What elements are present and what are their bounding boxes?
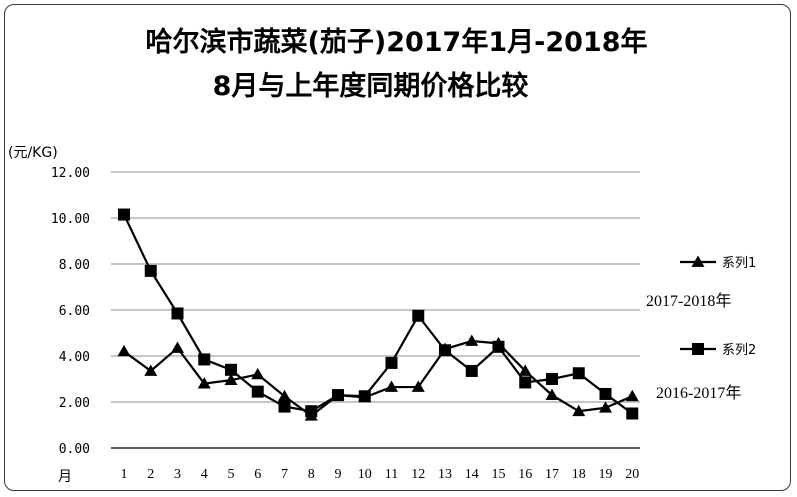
x-tick-label: 17 (545, 467, 559, 482)
x-tick-label: 5 (228, 467, 235, 482)
x-tick-label: 6 (254, 467, 261, 482)
data-point-series-1 (411, 380, 425, 392)
data-point-series-1 (117, 344, 131, 357)
data-point-series-2 (599, 387, 612, 400)
data-point-series-2 (626, 407, 639, 420)
x-tick-label: 16 (518, 467, 532, 482)
data-point-series-2 (225, 363, 237, 376)
data-point-series-2 (465, 364, 478, 377)
data-point-series-1 (465, 334, 479, 346)
data-point-series-1 (224, 373, 238, 386)
x-tick-label: 10 (358, 467, 372, 482)
y-tick-label: 0.00 (59, 442, 90, 457)
x-tick-label: 3 (174, 467, 181, 482)
data-point-series-2 (385, 356, 398, 369)
x-tick-label: 12 (411, 467, 425, 482)
data-point-series-1 (385, 380, 398, 392)
data-point-series-2 (278, 400, 291, 413)
x-tick-label: 4 (201, 467, 208, 482)
data-point-series-2 (358, 390, 371, 403)
data-point-series-2 (492, 340, 505, 353)
legend-label-2: 系列2 (722, 343, 756, 358)
legend-marker-1 (691, 255, 705, 267)
x-axis-ticks: 1 2 3 4 5 6 7 8 9 10 11 12 13 14 15 16 17 18 19 20 (121, 467, 640, 482)
x-tick-label: 8 (308, 467, 315, 482)
y-tick-label: 6.00 (59, 304, 90, 319)
gridlines (111, 171, 640, 449)
data-point-series-1 (545, 388, 559, 400)
data-point-series-1 (599, 401, 612, 413)
data-point-series-1 (572, 404, 586, 417)
data-point-series-2 (546, 373, 558, 385)
y-tick-label: 4.00 (59, 350, 90, 365)
data-point-series-2 (171, 307, 184, 320)
x-tick-label: 11 (385, 467, 398, 482)
data-point-series-2 (198, 353, 211, 366)
x-tick-label: 1 (121, 467, 128, 482)
data-point-series-1 (144, 364, 158, 376)
data-point-series-2 (118, 208, 130, 221)
data-point-series-2 (572, 367, 585, 380)
x-tick-label: 19 (599, 467, 613, 482)
data-point-series-1 (518, 364, 532, 376)
data-point-series-2 (519, 376, 532, 389)
data-point-series-1 (251, 367, 265, 380)
legend-label-1: 系列1 (722, 256, 756, 271)
x-tick-label: 18 (572, 467, 586, 482)
x-tick-label: 7 (281, 467, 288, 482)
series-line-1 (123, 339, 633, 418)
chart-frame (4, 4, 791, 491)
chart-title-line-1: 哈尔滨市蔬菜(茄子)2017年1月-2018年 (145, 27, 648, 58)
legend-marker-2 (692, 343, 704, 355)
data-point-series-2 (332, 389, 344, 402)
x-tick-label: 2 (147, 467, 154, 482)
data-point-series-1 (171, 341, 184, 353)
data-point-series-2 (305, 405, 318, 418)
data-point-series-1 (278, 389, 291, 402)
x-tick-label: 13 (438, 467, 452, 482)
series-layer (117, 208, 639, 421)
y-tick-label: 2.00 (59, 396, 90, 411)
annotation-2016-2017: 2016-2017年 (656, 384, 741, 402)
y-tick-label: 10.00 (51, 212, 90, 227)
x-axis-label: 月 (58, 469, 72, 485)
data-point-series-2 (439, 344, 451, 357)
data-point-series-2 (251, 385, 264, 398)
y-axis-label: (元/KG) (8, 145, 58, 161)
x-tick-label: 20 (625, 467, 639, 482)
x-tick-label: 15 (492, 467, 506, 482)
data-point-series-2 (144, 264, 157, 277)
data-point-series-2 (412, 309, 425, 322)
data-point-series-1 (197, 377, 211, 389)
x-tick-label: 9 (335, 467, 342, 482)
y-tick-label: 12.00 (51, 166, 90, 181)
legend: 系列1 系列2 (680, 255, 756, 358)
annotation-2017-2018: 2017-2018年 (646, 292, 731, 310)
x-tick-label: 14 (465, 467, 479, 482)
chart-title-line-2: 8月与上年度同期价格比较 (212, 71, 529, 102)
y-tick-label: 8.00 (59, 258, 90, 273)
data-point-series-1 (625, 389, 639, 402)
y-axis-ticks: 0.00 2.00 4.00 6.00 8.00 10.00 12.00 (51, 166, 90, 457)
